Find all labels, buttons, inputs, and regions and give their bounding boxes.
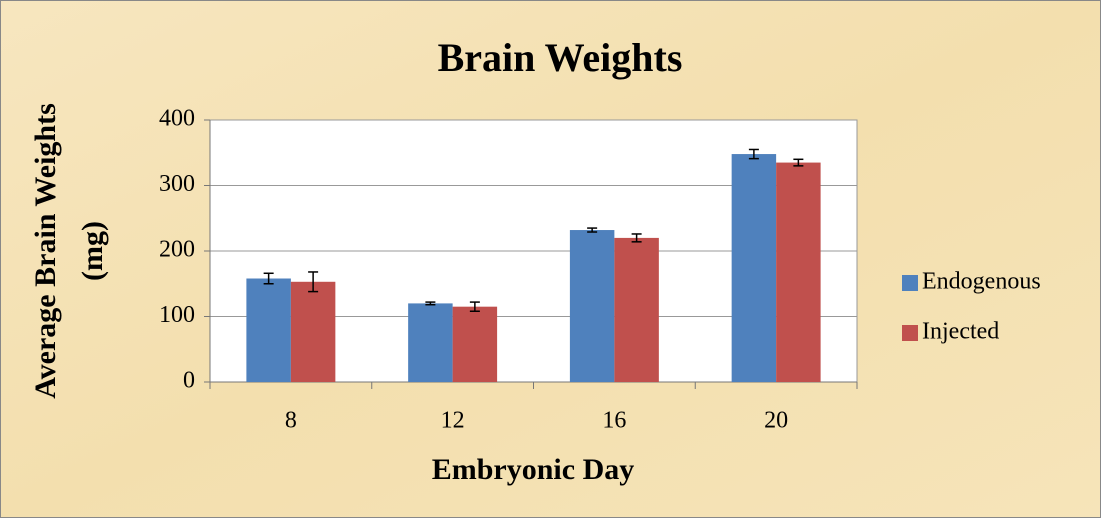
bar xyxy=(776,162,821,382)
bar xyxy=(614,237,659,382)
y-tick-label: 300 xyxy=(159,171,195,197)
legend-label: Injected xyxy=(922,319,999,345)
bar xyxy=(290,281,336,382)
legend-swatch xyxy=(902,325,918,341)
legend-label: Endogenous xyxy=(922,269,1041,295)
y-tick-label: 200 xyxy=(159,237,195,263)
legend-swatch xyxy=(902,275,918,291)
x-tick-label: 16 xyxy=(602,408,626,434)
bar xyxy=(246,278,291,382)
x-tick-label: 8 xyxy=(285,408,297,434)
x-tick-label: 12 xyxy=(441,408,465,434)
bar xyxy=(569,230,615,382)
chart-title: Brain Weights xyxy=(438,35,683,80)
bar xyxy=(408,303,453,382)
y-axis-label: Average Brain Weights xyxy=(29,103,62,399)
x-axis-label: Embryonic Day xyxy=(432,453,635,486)
y-tick-label: 0 xyxy=(183,368,195,394)
y-axis-label: (mg) xyxy=(76,221,109,281)
bar xyxy=(731,154,777,382)
y-tick-label: 400 xyxy=(159,106,195,132)
bar xyxy=(452,306,498,382)
x-tick-label: 20 xyxy=(764,408,788,434)
y-tick-label: 100 xyxy=(159,302,195,328)
